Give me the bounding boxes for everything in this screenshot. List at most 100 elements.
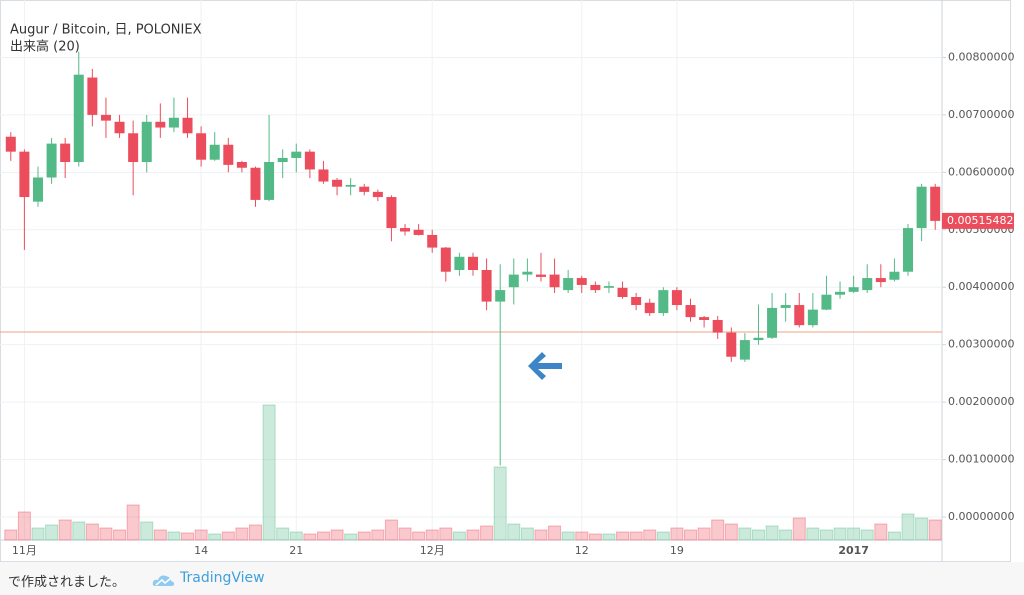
volume-bar [167, 531, 181, 541]
volume-bar [194, 529, 208, 541]
candle-body [304, 151, 315, 170]
volume-bar [684, 529, 698, 541]
volume-bar [819, 529, 833, 541]
volume-bar [384, 519, 398, 541]
volume-bar [860, 529, 874, 541]
candle-body [372, 191, 383, 198]
volume-bar [887, 531, 901, 541]
x-tick-label: 12 [575, 544, 589, 557]
grid [0, 0, 942, 540]
volume-bar [779, 529, 793, 541]
volume-bar [31, 527, 45, 541]
price-tag [942, 212, 1014, 229]
candle-body [32, 177, 43, 202]
candle-body [712, 319, 723, 333]
candle-body [835, 291, 846, 295]
x-tick-label: 21 [289, 544, 303, 557]
x-tick-label: 11月 [12, 544, 37, 557]
volume-bar [480, 525, 494, 541]
volume-bar [248, 524, 262, 541]
candle-body [658, 290, 669, 314]
volume-bar [99, 527, 113, 541]
candle-body [753, 337, 764, 341]
candle-body [807, 309, 818, 326]
volume-bar [208, 533, 222, 541]
arrow-icon [528, 352, 562, 380]
candle-body [128, 133, 139, 162]
volume-bar [344, 533, 358, 541]
volume-bar [629, 531, 643, 541]
volume-bar [303, 533, 317, 541]
candle-body [821, 294, 832, 310]
candle-body [481, 270, 492, 302]
volume-bar [289, 531, 303, 541]
y-tick-label: 0.00000000 [948, 510, 1014, 523]
volume-legend: 出来高 (20) [10, 39, 80, 55]
volume-bar [738, 527, 752, 541]
candle-body [631, 297, 642, 306]
volume-bar [371, 529, 385, 541]
candle-body [155, 121, 166, 128]
volume-bar [425, 529, 439, 541]
candle-body [413, 229, 424, 235]
candle-body [930, 186, 941, 221]
volume-bar [412, 531, 426, 541]
footer-text: で作成されました。 [8, 575, 126, 590]
volume-bar [643, 529, 657, 541]
candle-body [182, 117, 193, 134]
volume-bar [520, 527, 534, 541]
volume-bar [181, 532, 195, 541]
candle-body [400, 228, 411, 232]
candle-body [87, 77, 98, 115]
volume-bar [398, 527, 412, 541]
price-tag-label: 0.00515482 [947, 214, 1013, 227]
volume-bar [153, 529, 167, 541]
candle-body [100, 114, 111, 121]
volume-bar [534, 529, 548, 541]
candle-body [522, 271, 533, 275]
candle-body [19, 151, 30, 198]
volume-bar [616, 531, 630, 541]
candle-body [332, 179, 343, 187]
candle-body [114, 121, 125, 134]
y-tick-label: 0.00700000 [948, 108, 1014, 121]
volume-bar [792, 517, 806, 541]
volume-bar [670, 527, 684, 541]
volume-bar [113, 529, 127, 541]
volume-bar [833, 527, 847, 541]
volume-bar [806, 527, 820, 541]
candle-body [590, 284, 601, 291]
volume-bar [126, 504, 140, 541]
brand-name[interactable]: TradingView [180, 570, 265, 586]
volume-bar [276, 527, 290, 541]
candle-body [903, 228, 914, 272]
candle-body [318, 169, 329, 182]
volume-bar [17, 511, 31, 541]
candle-body [563, 278, 574, 291]
candle-body [168, 117, 179, 128]
volume-bar [697, 527, 711, 541]
candle-body [5, 136, 16, 152]
candle-body [60, 143, 71, 162]
chart: 0.00000000 0.00100000 0.00200000 0.00300000… [0, 0, 1014, 562]
candle-body [345, 184, 356, 187]
candle-body [468, 256, 478, 270]
x-tick-label: 2017 [838, 544, 869, 557]
volume-bar [915, 517, 929, 541]
y-tick-label: 0.00200000 [948, 395, 1014, 408]
candle-body [454, 256, 465, 270]
volume-bar [316, 531, 330, 541]
x-tick-label: 14 [194, 544, 208, 557]
y-tick-label: 0.00400000 [948, 280, 1014, 293]
volume-bar [452, 531, 466, 541]
candle-body [780, 305, 791, 308]
volume-bar [751, 529, 765, 541]
candle-body [916, 186, 927, 229]
x-tick-label: 12月 [420, 544, 445, 557]
volume-layer [4, 404, 942, 541]
volume-bar [602, 533, 616, 541]
volume-bar [847, 527, 861, 541]
y-tick-label: 0.00100000 [948, 453, 1014, 466]
volume-bar [357, 531, 371, 541]
candle-body [699, 317, 710, 320]
